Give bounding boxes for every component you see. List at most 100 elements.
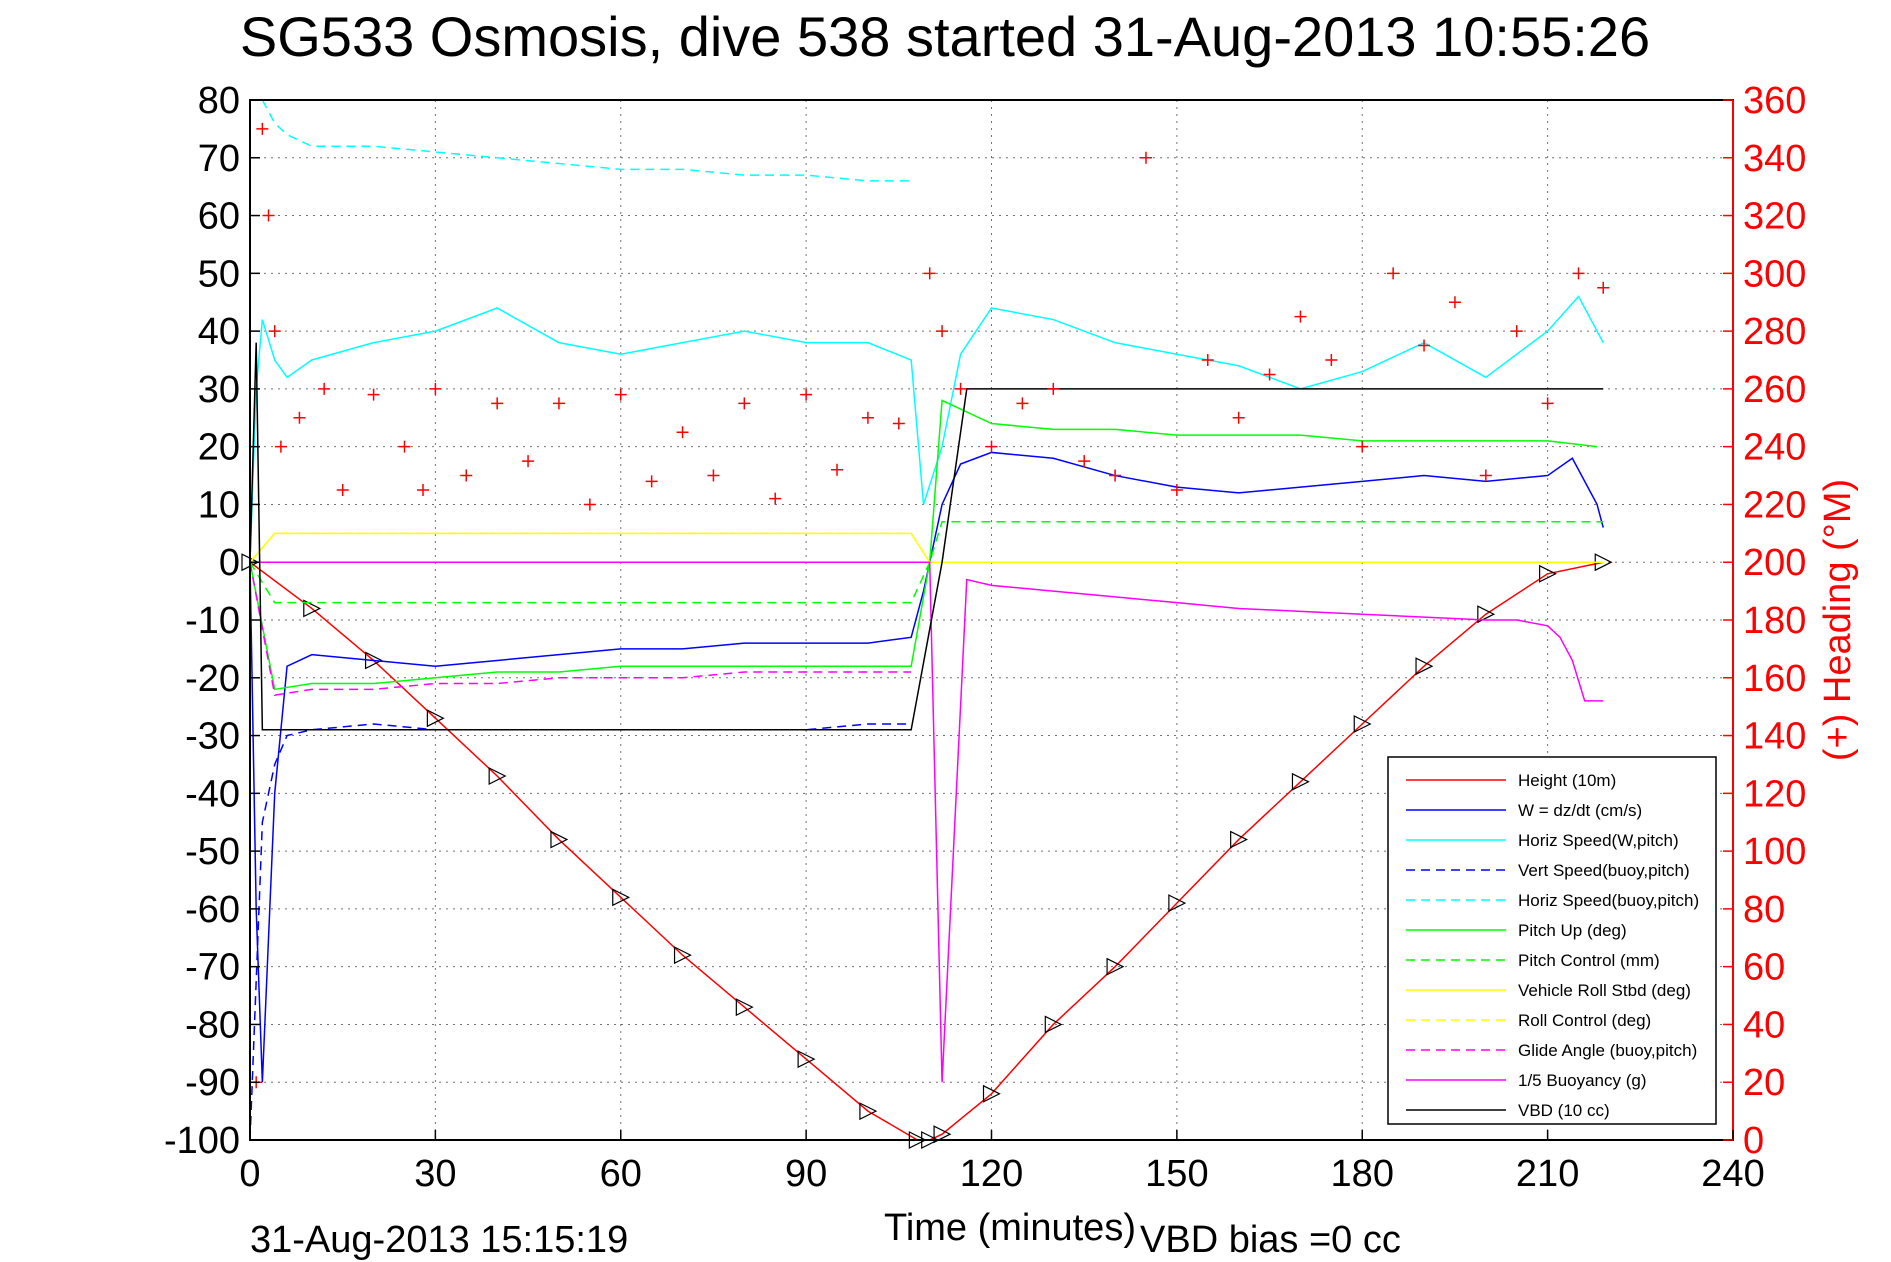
y2-tick-label: 0 [1743, 1120, 1764, 1162]
heading-marker [1078, 455, 1091, 468]
heading-marker [1016, 397, 1029, 410]
y-tick-label: -30 [185, 716, 240, 758]
heading-marker [923, 267, 936, 280]
heading-marker [1294, 310, 1307, 323]
series-line-vehicle-roll-stbd-deg [249, 532, 1604, 563]
height-marker [859, 1102, 878, 1121]
legend-label: W = dz/dt (cm/s) [1518, 801, 1642, 820]
y-tick-label: 30 [198, 369, 240, 411]
heading-marker [274, 440, 287, 453]
y-tick-label: -20 [185, 658, 240, 700]
footer-vbd-bias: VBD bias =0 cc [1140, 1219, 1401, 1261]
legend-label: Pitch Up (deg) [1518, 921, 1627, 940]
heading-marker [1201, 354, 1214, 366]
y-tick-label: -50 [185, 831, 240, 873]
legend-label: Horiz Speed(W,pitch) [1518, 831, 1679, 850]
height-marker [612, 888, 631, 907]
heading-marker [522, 455, 535, 468]
heading-marker [1597, 281, 1610, 294]
y-tick-label: -40 [185, 773, 240, 815]
y2-tick-label: 220 [1743, 484, 1806, 526]
height-marker [1415, 657, 1434, 676]
x-tick-label: 60 [600, 1153, 642, 1195]
height-marker [735, 998, 754, 1017]
y-tick-label: 70 [198, 138, 240, 180]
series-line-pitch-up-deg [249, 399, 1598, 691]
height-marker [488, 767, 507, 785]
y2-tick-label: 280 [1743, 311, 1806, 353]
legend-label: Roll Control (deg) [1518, 1011, 1651, 1030]
y-tick-label: 80 [198, 80, 240, 122]
heading-marker [1448, 296, 1461, 309]
height-marker [1353, 715, 1372, 733]
heading-marker [1047, 382, 1060, 395]
legend-label: Vert Speed(buoy,pitch) [1518, 861, 1690, 880]
heading-marker [429, 382, 442, 395]
heading-marker [293, 411, 306, 424]
y2-ticks: 3603403203002802602402202001801601401201… [1723, 80, 1806, 1162]
height-marker [933, 1125, 952, 1144]
footer-timestamp: 31-Aug-2013 15:15:19 [250, 1219, 628, 1261]
x-axis-label: Time (minutes) [884, 1207, 1136, 1249]
heading-marker [583, 498, 596, 511]
x-tick-label: 150 [1145, 1153, 1208, 1195]
x-tick-label: 30 [414, 1153, 456, 1195]
legend-box [1387, 756, 1717, 1125]
heading-marker [831, 463, 844, 476]
series-line-1-5-buoyancy-g [250, 561, 1604, 1083]
x-tick-label: 90 [785, 1153, 827, 1195]
x-ticks: 0 30 60 90 120 150 180 210 240 [239, 1130, 1765, 1195]
legend-label: Vehicle Roll Stbd (deg) [1518, 981, 1691, 1000]
series-line-glide-angle-buoy-pitch [249, 562, 912, 696]
series-line-pitch-control-mm [249, 521, 1604, 604]
height-marker [426, 709, 445, 728]
x-tick-label: 120 [960, 1153, 1023, 1195]
height-marker [303, 599, 322, 618]
legend-label: VBD (10 cc) [1518, 1101, 1610, 1120]
heading-marker [1263, 368, 1276, 381]
heading-marker [460, 469, 473, 482]
series-line-w-dz-dt-cm-s [249, 451, 1604, 1083]
heading-marker [398, 440, 411, 453]
y2-tick-label: 120 [1743, 773, 1806, 815]
heading-marker [491, 397, 504, 410]
legend-label: 1/5 Buoyancy (g) [1518, 1071, 1647, 1090]
heading-marker [861, 411, 874, 424]
heading-marker [552, 397, 565, 410]
y2-tick-label: 240 [1743, 427, 1806, 469]
height-marker [982, 1084, 1001, 1103]
heading-marker [268, 325, 281, 338]
y-tick-label: -80 [185, 1004, 240, 1046]
y-tick-label: 20 [198, 427, 240, 469]
y-tick-label: -60 [185, 889, 240, 931]
y2-tick-label: 140 [1743, 716, 1806, 758]
height-marker [1291, 772, 1310, 791]
heading-marker [645, 475, 658, 488]
series-line-vert-speed-buoy-pitch [249, 723, 912, 1141]
heading-marker [738, 397, 751, 410]
heading-marker [985, 440, 998, 453]
series-line-horiz-speed-w-pitch [249, 295, 1604, 563]
y-tick-label: 60 [198, 196, 240, 238]
heading-marker [256, 122, 269, 135]
x-tick-label: 240 [1701, 1153, 1764, 1195]
heading-marker [417, 484, 430, 496]
y-tick-label: -70 [185, 947, 240, 989]
legend-label: Height (10m) [1518, 771, 1616, 790]
heading-marker [318, 382, 331, 395]
y2-tick-label: 40 [1743, 1004, 1785, 1046]
y2-tick-label: 160 [1743, 658, 1806, 700]
y-tick-label: 10 [198, 484, 240, 526]
y2-tick-label: 320 [1743, 196, 1806, 238]
y2-tick-label: 300 [1743, 253, 1806, 295]
series-line-roll-control-deg [249, 532, 1604, 563]
height-marker [1106, 957, 1125, 976]
heading-marker [1356, 440, 1369, 453]
legend-label: Horiz Speed(buoy,pitch) [1518, 891, 1699, 910]
y2-tick-label: 20 [1743, 1062, 1785, 1104]
x-tick-label: 210 [1516, 1153, 1579, 1195]
y-tick-label: 50 [198, 253, 240, 295]
x-tick-label: 0 [239, 1153, 260, 1195]
height-marker [1230, 830, 1249, 849]
height-marker [1477, 605, 1496, 624]
